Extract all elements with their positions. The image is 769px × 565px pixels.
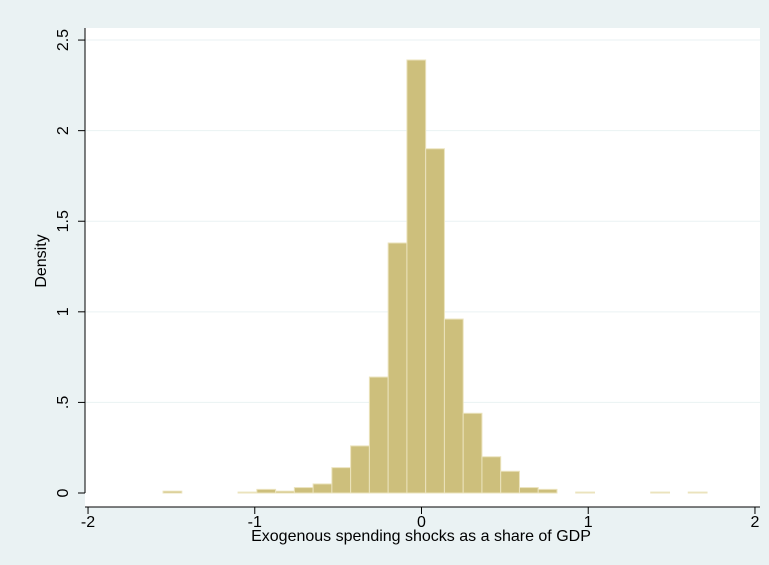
bar xyxy=(162,490,183,494)
bar xyxy=(350,445,370,494)
bar xyxy=(575,491,595,494)
bar xyxy=(500,470,520,494)
x-tick-label: -1 xyxy=(248,514,262,531)
bar xyxy=(537,488,558,494)
bar xyxy=(368,376,389,494)
bar xyxy=(425,148,445,494)
bar xyxy=(518,487,539,494)
bar xyxy=(443,318,464,494)
y-tick-label: 2.5 xyxy=(55,29,72,51)
x-tick-label: 1 xyxy=(584,514,593,531)
bar xyxy=(331,467,352,494)
y-tick-label: 2 xyxy=(55,126,72,135)
bar xyxy=(237,491,258,494)
y-tick-label: .5 xyxy=(55,396,72,409)
bar xyxy=(293,487,314,494)
bar xyxy=(406,59,427,494)
bar xyxy=(687,491,708,494)
x-tick-label: 2 xyxy=(751,514,760,531)
x-tick-label: 0 xyxy=(417,514,426,531)
bar xyxy=(275,490,295,494)
bar xyxy=(650,491,671,494)
y-tick-label: 0 xyxy=(55,488,72,497)
bar xyxy=(256,488,277,494)
bar xyxy=(312,483,333,494)
bar xyxy=(387,242,408,494)
bar xyxy=(481,456,502,494)
x-axis-label: Exogenous spending shocks as a share of … xyxy=(251,528,591,545)
x-tick-label: -2 xyxy=(81,514,95,531)
y-tick-label: 1 xyxy=(55,307,72,316)
y-tick-label: 1.5 xyxy=(55,210,72,232)
bar xyxy=(462,412,483,494)
y-axis-label: Density xyxy=(33,234,50,287)
